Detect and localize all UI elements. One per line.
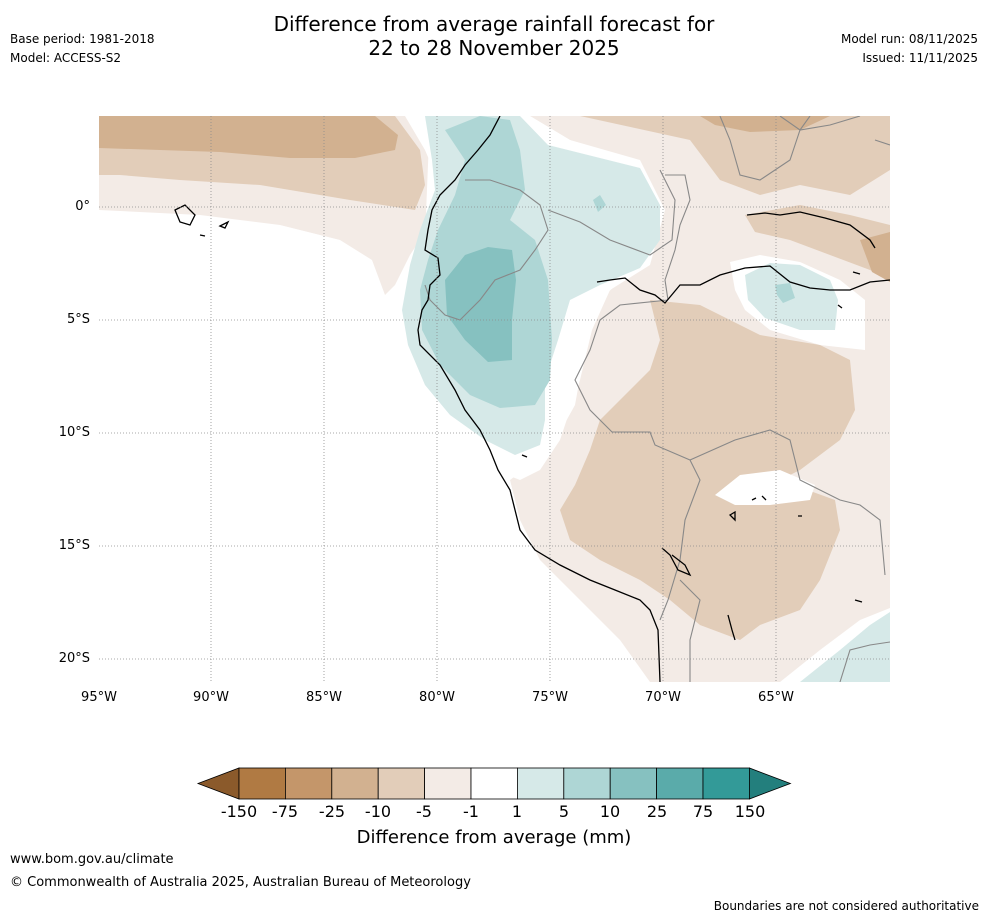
model-run: Model run: 08/11/2025 — [840, 32, 978, 46]
colorbar-label: -75 — [271, 802, 299, 821]
dry-region-east — [745, 205, 890, 280]
colorbar-swatch — [424, 767, 472, 800]
colorbar-label: 10 — [599, 802, 621, 821]
lon-label-85w: 85°W — [306, 690, 342, 705]
lon-label-65w: 65°W — [758, 690, 794, 705]
colorbar-swatch — [238, 767, 286, 800]
colorbar-label: -10 — [364, 802, 392, 821]
colorbar-swatch — [656, 767, 704, 800]
colorbar-swatch — [563, 767, 611, 800]
dry-region-east-core — [860, 232, 890, 282]
wet-region-southeast — [800, 612, 890, 682]
colorbar-swatch — [470, 767, 518, 800]
lon-label-95w: 95°W — [81, 690, 117, 705]
title-line-2: 22 to 28 November 2025 — [368, 36, 620, 60]
map-area — [99, 116, 890, 682]
colorbar-label: -25 — [318, 802, 346, 821]
lat-label-15s: 15°S — [58, 538, 90, 553]
lon-label-70w: 70°W — [645, 690, 681, 705]
dry-region-north-pacific-core — [99, 116, 398, 158]
base-period: Base period: 1981-2018 — [10, 32, 155, 46]
wet-region-west-core — [445, 247, 516, 362]
colorbar-swatch — [702, 767, 750, 800]
website-link[interactable]: www.bom.gov.au/climate — [10, 852, 174, 867]
lat-label-20s: 20°S — [58, 651, 90, 666]
graticule — [99, 116, 890, 682]
colorbar-swatch — [377, 767, 426, 800]
lat-label-5s: 5°S — [66, 312, 90, 327]
model-name: Model: ACCESS-S2 — [10, 51, 122, 65]
colorbar-swatch — [517, 767, 565, 800]
colorbar-swatch — [284, 767, 333, 800]
copyright-text: © Commonwealth of Australia 2025, Austra… — [10, 875, 471, 890]
colorbar-title: Difference from average (mm) — [356, 827, 632, 848]
page-title: Difference from average rainfall forecas… — [0, 12, 988, 60]
wet-region-east-core — [775, 283, 795, 303]
colorbar-label: 75 — [692, 802, 714, 821]
colorbar-label: 150 — [734, 802, 766, 821]
colorbar-label: 5 — [558, 802, 570, 821]
issued-date: Issued: 11/11/2025 — [862, 51, 978, 65]
colorbar-label: -5 — [416, 802, 432, 821]
neutral-spot — [715, 470, 815, 505]
colorbar-label: 25 — [646, 802, 668, 821]
lon-label-90w: 90°W — [193, 690, 229, 705]
colorbar-arrow-low — [196, 767, 240, 800]
colorbar-label: -1 — [463, 802, 479, 821]
colorbar-arrow-high — [749, 767, 792, 800]
lat-label-10s: 10°S — [58, 425, 90, 440]
wet-spot-north — [593, 195, 606, 212]
colorbar-swatch — [609, 767, 658, 800]
lon-label-80w: 80°W — [419, 690, 455, 705]
country-borders — [424, 116, 890, 682]
dry-region-central-south — [560, 300, 855, 640]
colorbar-label: -150 — [220, 802, 258, 821]
lon-label-75w: 75°W — [532, 690, 568, 705]
title-line-1: Difference from average rainfall forecas… — [273, 12, 715, 36]
lat-label-0: 0° — [75, 199, 90, 214]
disclaimer-text: Boundaries are not considered authoritat… — [713, 899, 979, 913]
colorbar — [196, 767, 792, 800]
colorbar-label: 1 — [511, 802, 523, 821]
colorbar-swatch — [331, 767, 379, 800]
